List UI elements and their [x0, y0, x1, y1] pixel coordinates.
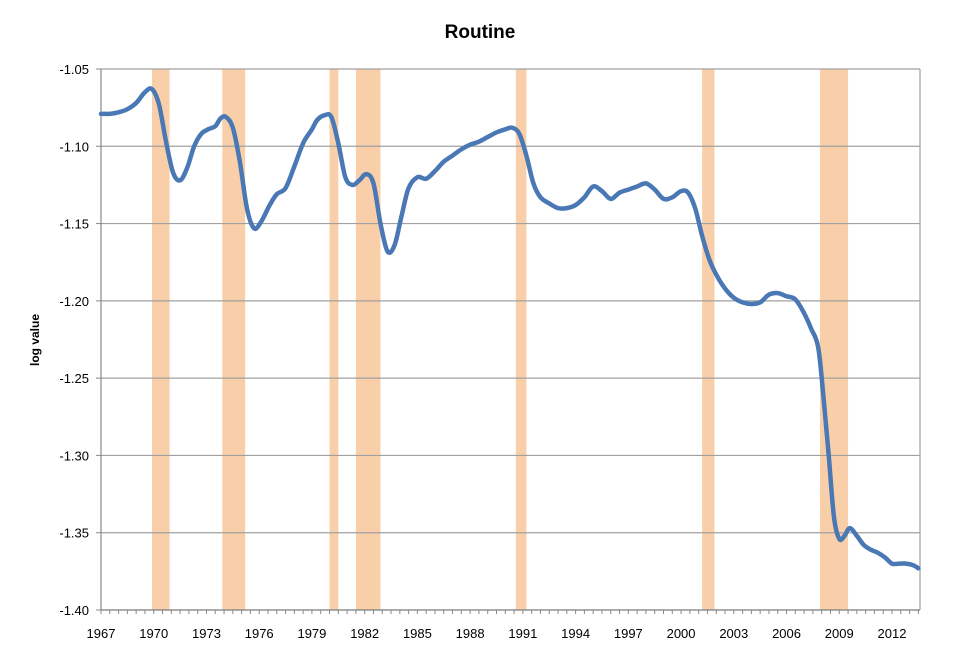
x-tick-label: 1967 [87, 626, 116, 641]
y-tick-label: -1.20 [59, 294, 89, 309]
y-tick-label: -1.40 [59, 603, 89, 618]
recession-band [515, 69, 527, 610]
x-tick-label: 2009 [825, 626, 854, 641]
y-tick-label: -1.05 [59, 62, 89, 77]
recession-band [151, 69, 170, 610]
axes [100, 69, 921, 614]
x-tick-label: 1982 [350, 626, 379, 641]
x-tick-label: 1994 [561, 626, 590, 641]
y-tick-label: -1.10 [59, 139, 89, 154]
x-tick-label: 1985 [403, 626, 432, 641]
y-axis-ticks: -1.05 -1.10 -1.15 -1.20 -1.25 -1.30 -1.35 -1.40 [59, 62, 89, 618]
x-tick-label: 2012 [878, 626, 907, 641]
recession-band [355, 69, 381, 610]
x-tick-label: 1991 [508, 626, 537, 641]
recession-band [702, 69, 715, 610]
recession-bands [151, 69, 849, 610]
x-axis-ticks: 1967 1970 1973 1976 1979 1982 1985 1988 1991 1994… [87, 626, 907, 641]
x-tick-label: 1973 [192, 626, 221, 641]
x-tick-label: 1997 [614, 626, 643, 641]
y-tick-label: -1.35 [59, 526, 89, 541]
x-tick-label: 2006 [772, 626, 801, 641]
recession-band [222, 69, 246, 610]
y-tick-label: -1.25 [59, 371, 89, 386]
y-tick-label: -1.30 [59, 448, 89, 463]
x-tick-label: 1979 [297, 626, 326, 641]
recession-band [329, 69, 339, 610]
y-tick-label: -1.15 [59, 217, 89, 232]
x-tick-label: 2000 [667, 626, 696, 641]
series-line-routine [98, 86, 921, 571]
x-tick-label: 2003 [719, 626, 748, 641]
gridlines [96, 68, 920, 611]
x-tick-label: 1970 [139, 626, 168, 641]
x-tick-label: 1976 [245, 626, 274, 641]
x-tick-label: 1988 [456, 626, 485, 641]
chart-title: Routine [444, 22, 516, 43]
